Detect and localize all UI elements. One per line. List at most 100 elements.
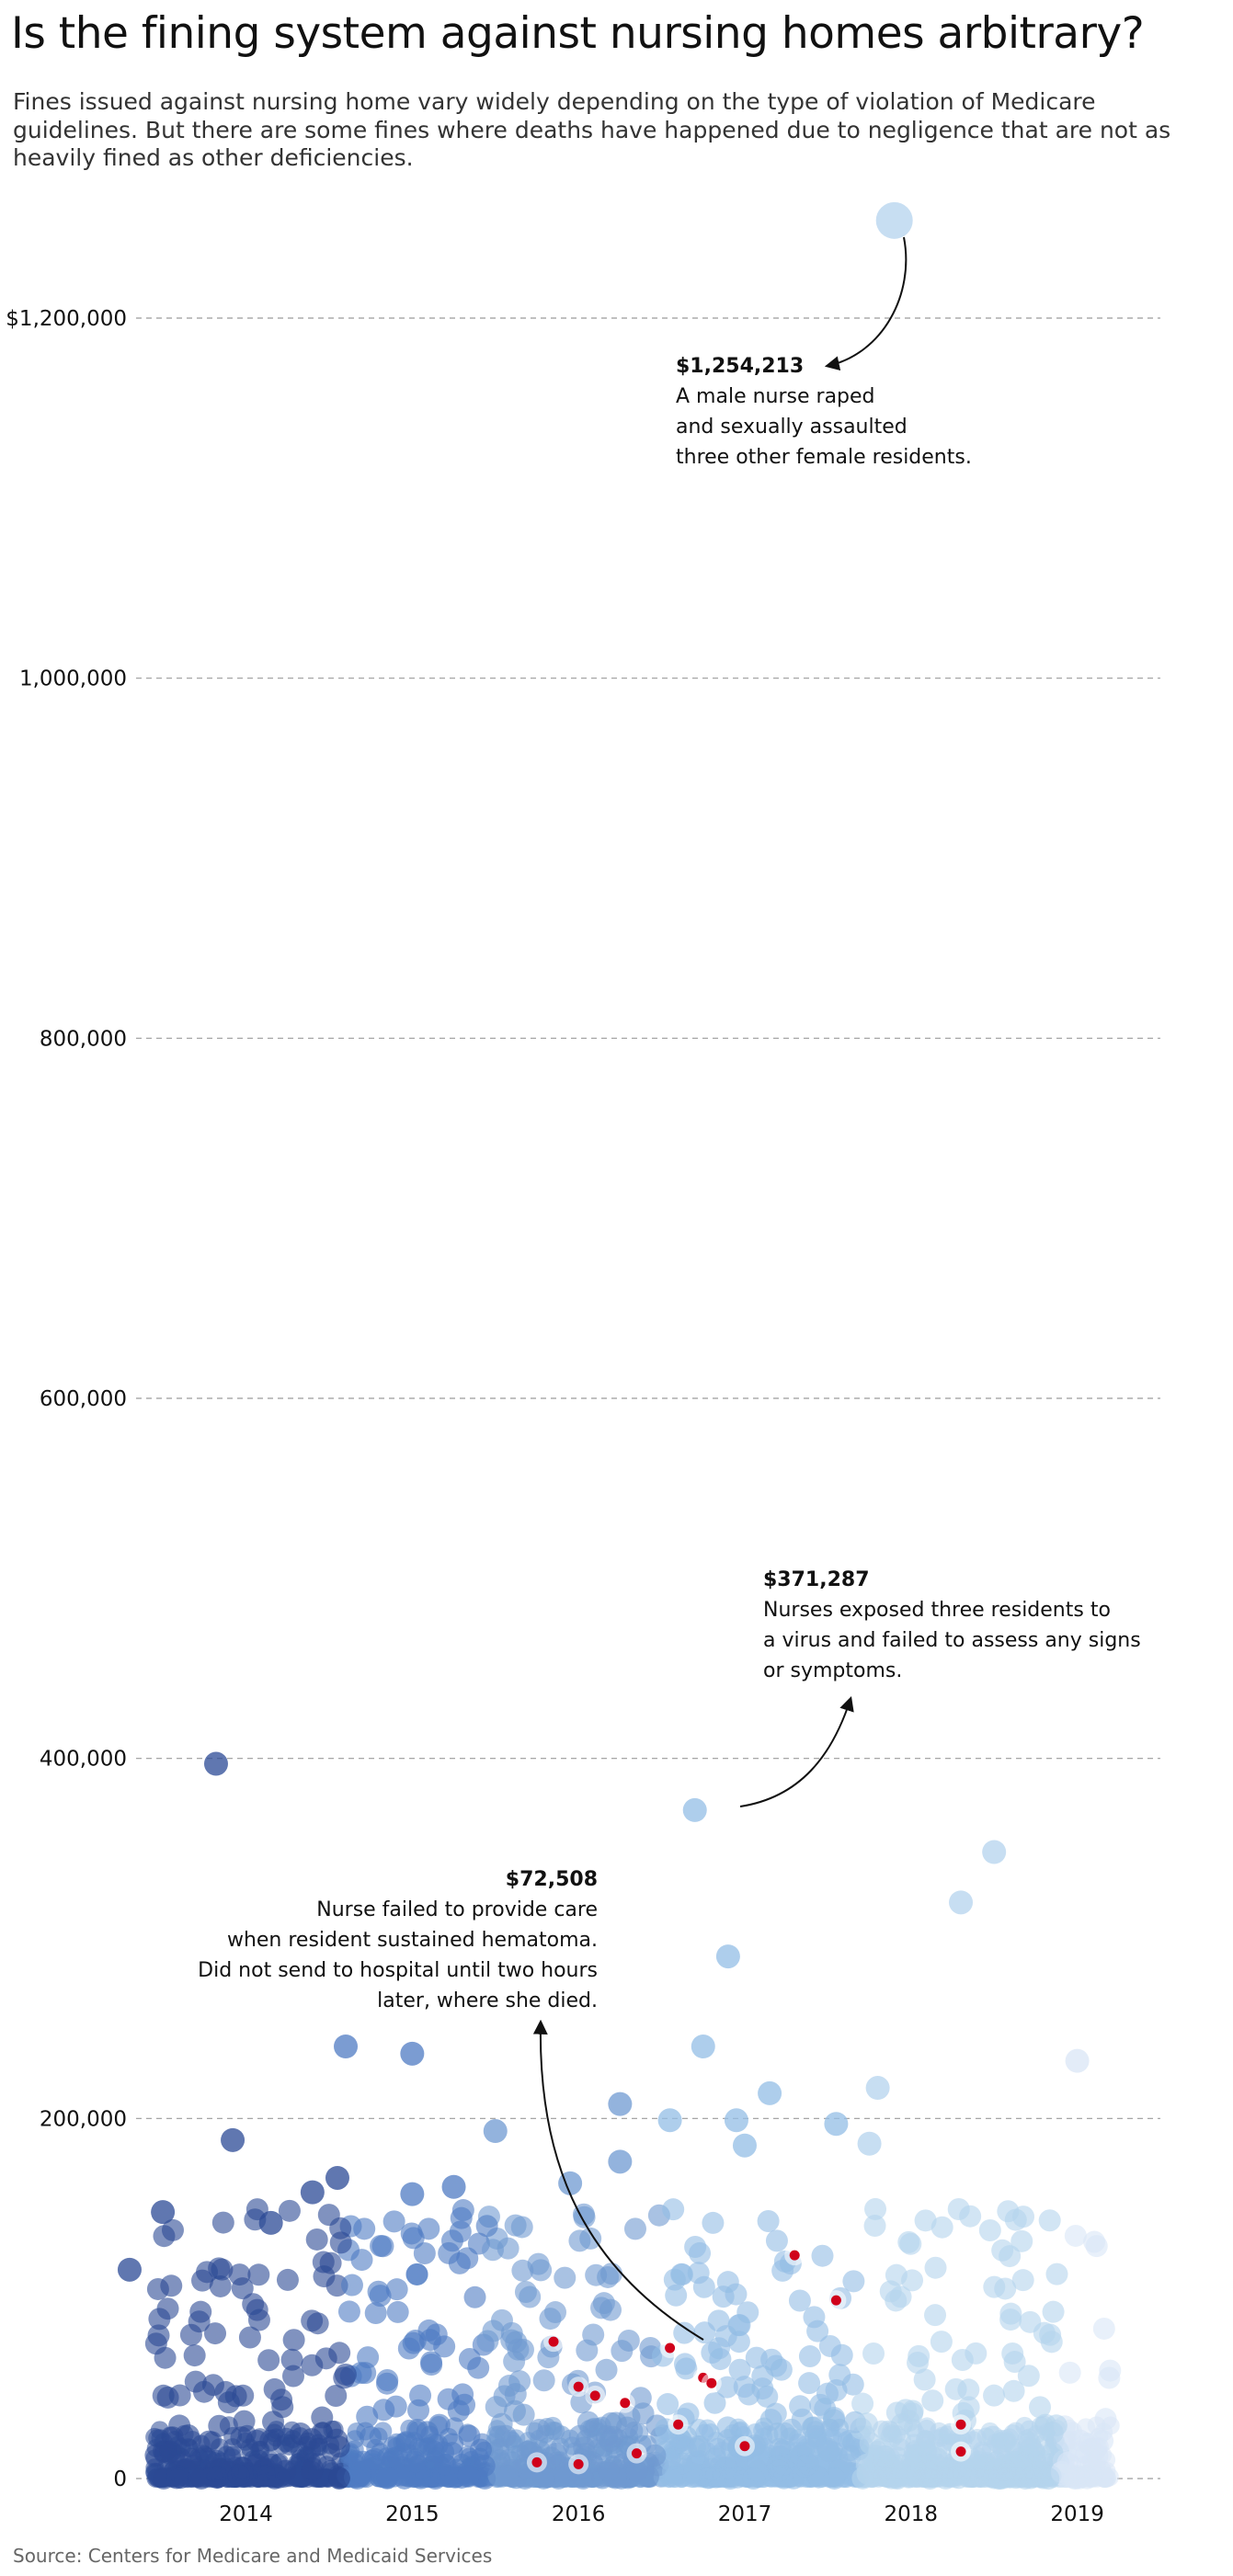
fine-point — [798, 2372, 821, 2395]
fine-point — [765, 2229, 788, 2252]
fine-point — [828, 2364, 851, 2387]
fine-point — [1038, 2209, 1061, 2232]
fine-point — [458, 2347, 481, 2370]
fine-point — [258, 2210, 283, 2235]
fine-point — [656, 2393, 679, 2416]
fine-point — [428, 2413, 451, 2436]
fine-point — [179, 2447, 202, 2470]
x-tick-label: 2016 — [552, 2502, 606, 2526]
fine-point — [608, 2149, 633, 2174]
fine-point — [597, 2265, 620, 2288]
fine-point — [270, 2388, 293, 2411]
fine-point — [384, 2395, 407, 2418]
fine-point — [806, 2320, 829, 2342]
fine-point — [1004, 2208, 1027, 2231]
fine-point — [914, 2459, 937, 2482]
death-point — [531, 2456, 542, 2468]
fine-point — [1045, 2263, 1068, 2285]
source-note: Source: Centers for Medicare and Medicai… — [13, 2545, 493, 2567]
fine-point — [682, 1797, 707, 1822]
fine-point — [166, 2465, 189, 2488]
fine-point — [885, 2401, 908, 2424]
fine-point — [188, 2310, 211, 2333]
fine-point — [1058, 2361, 1081, 2384]
fine-point — [865, 2076, 890, 2101]
fine-point — [924, 2304, 947, 2327]
fine-point — [438, 2241, 461, 2264]
death-point — [631, 2448, 642, 2459]
fine-point — [203, 1751, 228, 1776]
death-point — [955, 2419, 966, 2430]
fine-point — [817, 2440, 840, 2463]
fine-point — [811, 2244, 834, 2267]
fine-point — [862, 2342, 885, 2365]
fine-point — [632, 2402, 655, 2425]
fine-point — [289, 2422, 312, 2445]
fine-point — [983, 2275, 1006, 2298]
fine-point — [949, 1890, 974, 1915]
y-tick-label: 1,000,000 — [19, 667, 127, 691]
fine-point — [334, 2363, 357, 2386]
fine-point — [276, 2268, 299, 2291]
fine-point — [1064, 2224, 1087, 2247]
fine-point — [433, 2335, 456, 2358]
fine-point — [148, 2308, 171, 2331]
death-point — [673, 2419, 684, 2430]
annotation-line: Nurses exposed three residents to — [763, 1599, 1111, 1622]
fine-point — [242, 2293, 265, 2316]
fine-point — [554, 2266, 577, 2289]
fine-point — [530, 2259, 553, 2282]
fine-point — [1010, 2229, 1033, 2252]
y-tick-label: 0 — [113, 2468, 127, 2491]
fine-point — [742, 2467, 765, 2490]
fine-point — [689, 2435, 712, 2458]
fine-point — [325, 2384, 348, 2407]
fine-point — [921, 2389, 944, 2412]
fine-point — [981, 2425, 1004, 2448]
annotation-371287: $371,287 Nurses exposed three residents … — [763, 1565, 1141, 1686]
fine-point — [340, 2274, 363, 2297]
death-point — [573, 2381, 584, 2392]
fine-point — [608, 2092, 633, 2116]
fine-point — [305, 2228, 328, 2251]
fine-point — [146, 2277, 169, 2300]
annotation-line: A male nurse raped — [676, 385, 875, 408]
fine-point — [159, 2440, 182, 2463]
fine-point — [463, 2285, 486, 2308]
fine-point — [386, 2300, 409, 2323]
fine-point — [385, 2278, 408, 2301]
fine-point — [568, 2229, 591, 2252]
fine-point — [1076, 2467, 1099, 2490]
fine-point — [469, 2438, 492, 2461]
fine-point — [991, 2239, 1014, 2262]
annotation-line: a virus and failed to assess any signs — [763, 1629, 1141, 1652]
fine-point — [420, 2351, 443, 2374]
fine-point — [1018, 2432, 1041, 2455]
fine-point — [528, 2419, 551, 2442]
fine-point — [1091, 2429, 1114, 2452]
fine-point — [863, 2215, 886, 2238]
fine-point — [189, 2467, 212, 2490]
arrow-72508 — [532, 2019, 704, 2341]
chart-title: Is the fining system against nursing hom… — [11, 8, 1145, 59]
fine-point — [888, 2428, 911, 2451]
fine-point — [370, 2234, 393, 2257]
fine-point — [417, 2217, 440, 2240]
fine-point — [311, 2406, 334, 2429]
fine-point — [880, 2467, 903, 2490]
fine-point — [796, 2453, 819, 2476]
fine-point — [117, 2257, 142, 2282]
fine-point — [773, 2422, 796, 2445]
fine-point — [788, 2289, 811, 2312]
death-point — [573, 2458, 584, 2469]
fine-point — [727, 2314, 750, 2337]
fine-point — [400, 2222, 423, 2245]
death-point — [665, 2342, 676, 2354]
fine-point — [382, 2447, 405, 2470]
fine-point — [657, 2108, 682, 2133]
fine-point — [327, 2435, 350, 2458]
fine-point — [1029, 2396, 1052, 2419]
fine-point — [278, 2199, 301, 2222]
fine-point — [745, 2346, 768, 2369]
fine-point — [221, 2127, 245, 2152]
